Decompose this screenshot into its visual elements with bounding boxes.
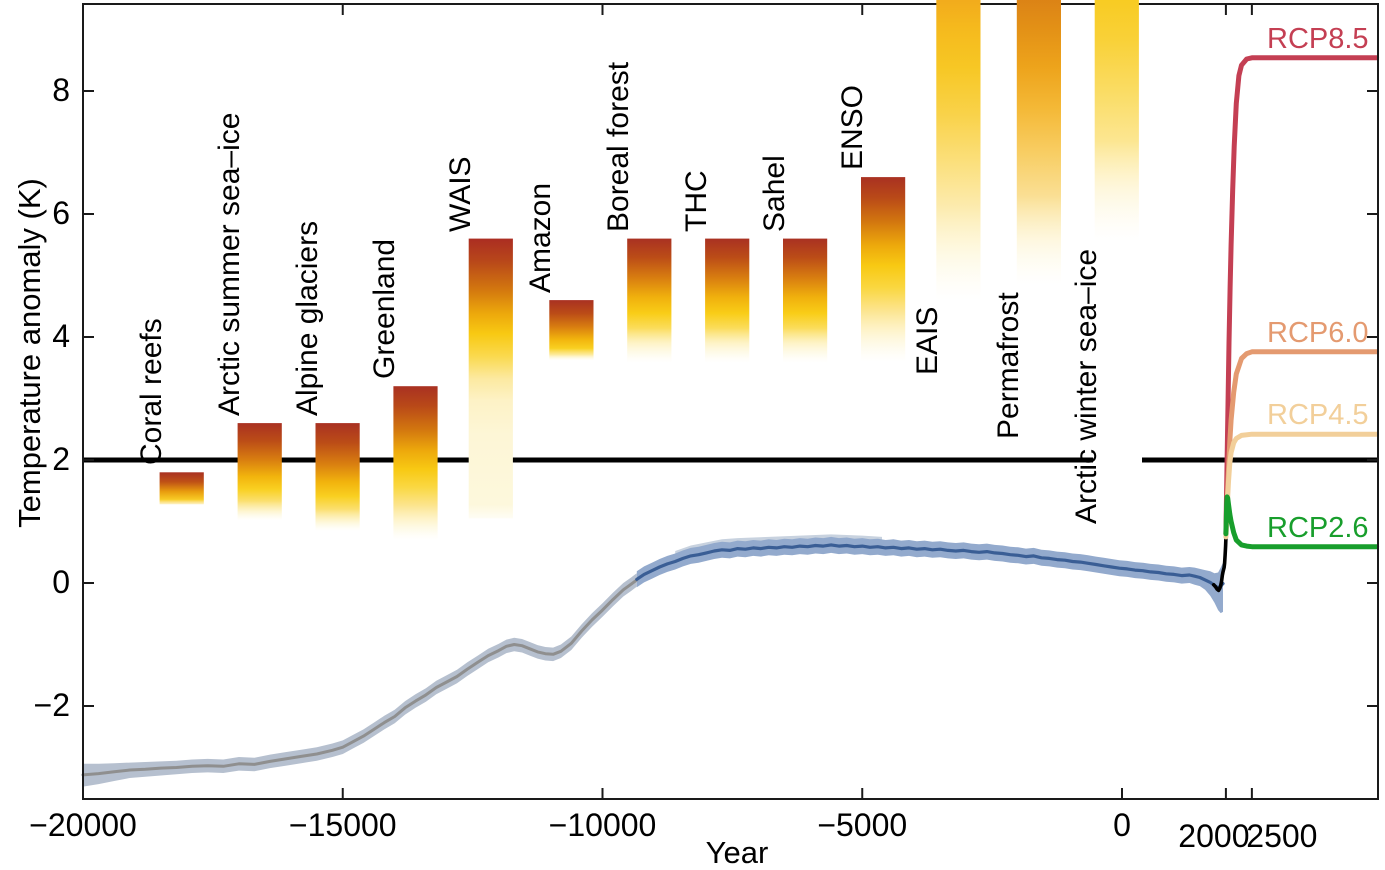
tipping-bar-arctic-winter-sea-ice [1094,0,1139,242]
reconstruction-holocene-band [636,536,1223,614]
tipping-bar-coral-reefs [159,472,204,505]
tipping-bar-boreal-forest [627,238,672,363]
reconstruction-glacial-band [83,573,637,787]
tipping-bar-sahel [783,238,828,363]
tipping-bar-enso [861,177,906,362]
axes-box [82,3,1379,800]
tipping-bar-alpine-glaciers [315,423,360,531]
instrumental-record-line [1211,496,1229,593]
rcp-curve-rcp6.0 [1223,349,1380,538]
reconstruction-glacial-line [81,578,639,777]
tipping-bar-eais [936,0,981,301]
tipping-bar-amazon [549,300,594,361]
reconstruction-holocene-line [635,543,1225,590]
tipping-bar-wais [468,238,513,519]
tipping-bar-thc [705,238,750,363]
rcp-curve-rcp8.5 [1223,55,1380,537]
rcp-curve-rcp2.6 [1223,494,1380,550]
tipping-bar-permafrost [1016,0,1061,285]
rcp-curve-rcp4.5 [1223,431,1380,540]
tipping-bar-greenland [393,386,438,540]
tipping-bar-arctic-summer-sea-ice [237,423,282,521]
